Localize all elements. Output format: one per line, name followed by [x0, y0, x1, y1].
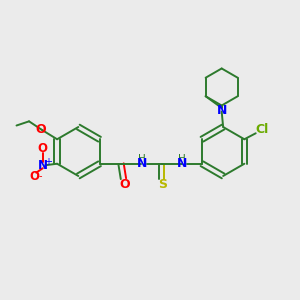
Text: O: O: [120, 178, 130, 190]
Text: N: N: [176, 157, 187, 169]
Text: H: H: [138, 154, 146, 164]
Text: O: O: [38, 142, 48, 155]
Text: Cl: Cl: [256, 123, 269, 136]
Text: N: N: [217, 104, 227, 117]
Text: S: S: [158, 178, 167, 190]
Text: H: H: [178, 154, 185, 164]
Text: O: O: [35, 123, 46, 136]
Text: N: N: [137, 157, 147, 169]
Text: +: +: [44, 157, 52, 166]
Text: N: N: [38, 159, 48, 172]
Text: -: -: [38, 171, 42, 181]
Text: O: O: [29, 170, 39, 183]
